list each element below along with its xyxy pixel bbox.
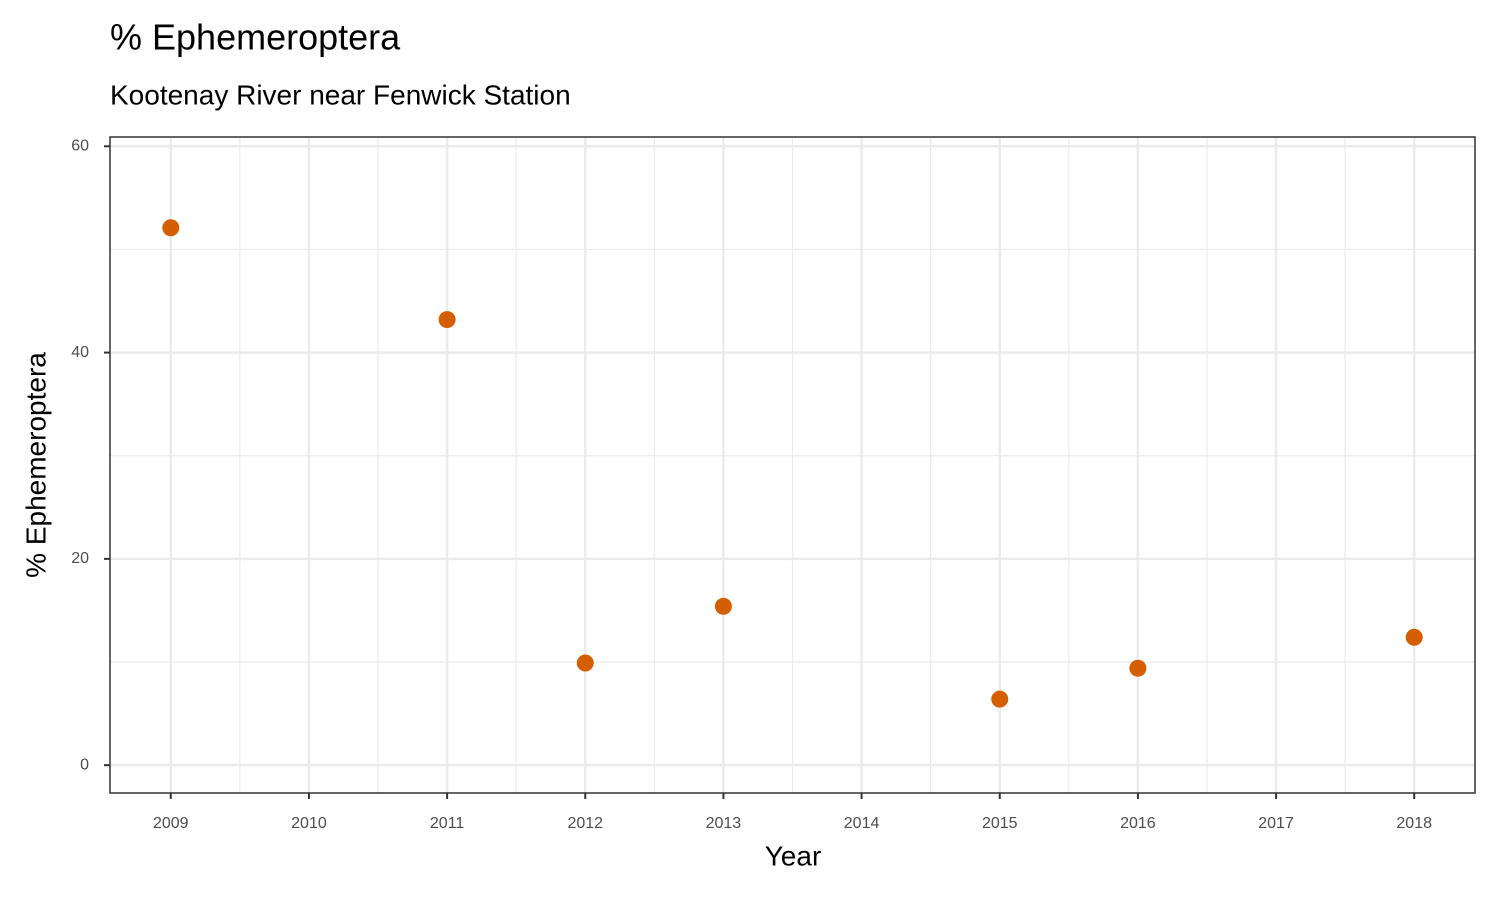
point bbox=[1405, 628, 1423, 646]
plot-border bbox=[109, 136, 1476, 794]
x-tick-label: 2014 bbox=[844, 815, 880, 832]
point bbox=[576, 654, 594, 672]
x-tick-label: 2010 bbox=[291, 815, 327, 832]
x-tick-label: 2009 bbox=[153, 815, 189, 832]
x-tick-label: 2011 bbox=[430, 815, 465, 832]
point bbox=[991, 690, 1009, 708]
y-tick-label: 40 bbox=[71, 344, 89, 361]
x-tick-label: 2015 bbox=[982, 815, 1018, 832]
chart-subtitle: Kootenay River near Fenwick Station bbox=[110, 79, 571, 110]
point bbox=[438, 311, 456, 329]
x-axis-label: Year bbox=[765, 840, 822, 871]
point bbox=[1129, 659, 1147, 677]
x-tick-label: 2016 bbox=[1120, 815, 1156, 832]
y-tick-label: 60 bbox=[71, 138, 89, 155]
x-tick-label: 2017 bbox=[1258, 815, 1294, 832]
point bbox=[162, 219, 180, 237]
chart-title: % Ephemeroptera bbox=[110, 17, 401, 58]
x-tick-label: 2018 bbox=[1396, 815, 1432, 832]
point bbox=[714, 597, 732, 615]
x-tick-label: 2012 bbox=[567, 815, 603, 832]
x-tick-label: 2013 bbox=[706, 815, 742, 832]
y-tick-label: 20 bbox=[71, 550, 89, 567]
y-axis-label: % Ephemeroptera bbox=[20, 352, 51, 578]
y-tick-label: 0 bbox=[80, 756, 89, 773]
